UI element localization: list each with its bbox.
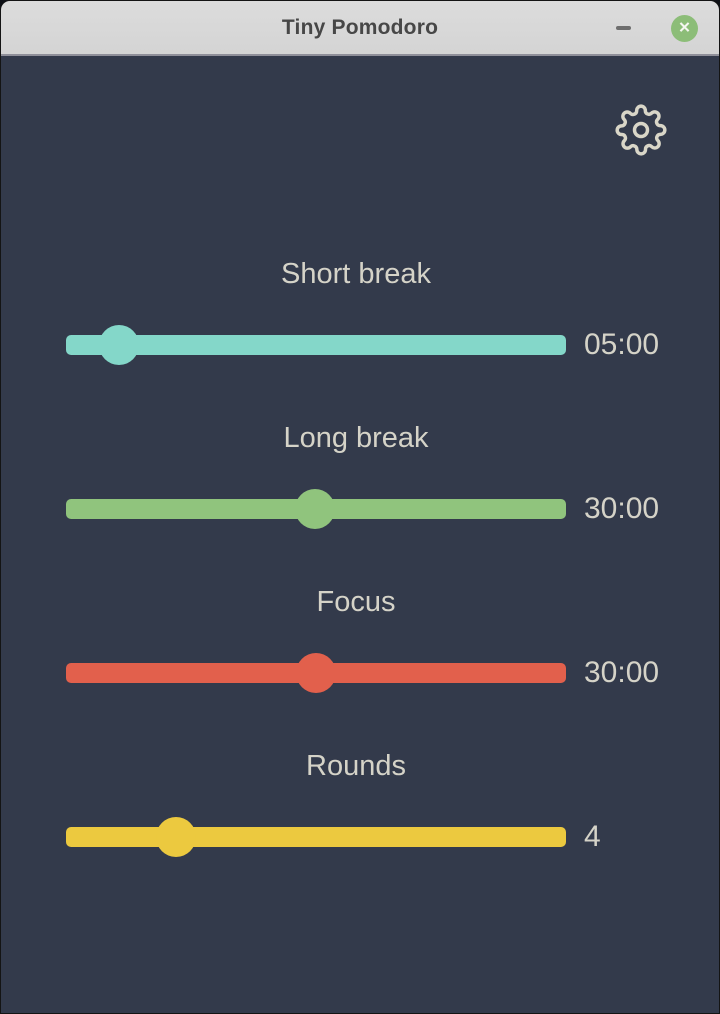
slider-thumb[interactable]	[296, 653, 336, 693]
slider-thumb[interactable]	[295, 489, 335, 529]
minimize-button[interactable]	[605, 1, 641, 54]
minimize-icon	[615, 25, 631, 30]
titlebar[interactable]: Tiny Pomodoro ✕	[1, 1, 719, 56]
short-break-section: Short break 05:00	[66, 257, 719, 365]
gear-icon	[615, 104, 667, 156]
close-icon: ✕	[678, 19, 691, 37]
rounds-section: Rounds 4	[66, 749, 719, 857]
slider-track[interactable]	[66, 335, 566, 355]
long-break-slider[interactable]	[66, 489, 566, 529]
rounds-slider[interactable]	[66, 817, 566, 857]
window-title: Tiny Pomodoro	[281, 15, 439, 39]
rounds-label: Rounds	[306, 750, 406, 782]
focus-label: Focus	[316, 586, 396, 618]
slider-thumb[interactable]	[156, 817, 196, 857]
short-break-value: 05:00	[584, 328, 660, 361]
settings-button[interactable]	[615, 104, 667, 156]
long-break-section: Long break 30:00	[66, 421, 719, 529]
slider-track[interactable]	[66, 827, 566, 847]
short-break-label: Short break	[281, 258, 431, 290]
gear-row	[1, 56, 719, 156]
focus-value: 30:00	[584, 656, 660, 689]
focus-section: Focus 30:00	[66, 585, 719, 693]
rounds-value: 4	[584, 820, 601, 853]
close-button[interactable]: ✕	[671, 15, 698, 42]
short-break-slider[interactable]	[66, 325, 566, 365]
long-break-label: Long break	[283, 422, 429, 454]
long-break-value: 30:00	[584, 492, 660, 525]
app-body: Short break 05:00 Long break 30:00	[1, 56, 719, 1013]
focus-slider[interactable]	[66, 653, 566, 693]
slider-thumb[interactable]	[99, 325, 139, 365]
slider-sections: Short break 05:00 Long break 30:00	[1, 257, 719, 913]
